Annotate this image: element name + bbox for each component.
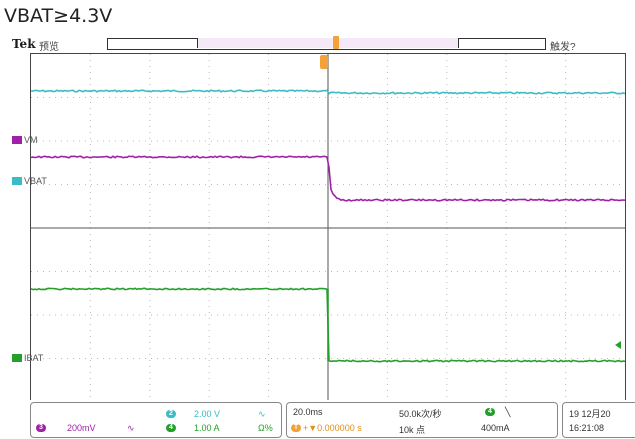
trigger-source-badge-icon: 4 [485, 408, 495, 416]
date: 19 12月20 [569, 409, 611, 419]
ch3-badge-icon: 3 [36, 424, 46, 432]
label-ibat: IBAT [24, 353, 44, 363]
sample-rate: 50.0k次/秒 [399, 409, 442, 419]
status-bar: 3 200mV ∿ 2 2.00 V ∿ 4 1.00 A Ω% 20.0ms … [30, 400, 635, 439]
falling-edge-icon: ╲ [505, 407, 511, 417]
ch3-scale: 200mV [67, 423, 96, 433]
ch3-bandwidth-icon: ∿ [127, 423, 135, 433]
trigger-position-icon[interactable] [333, 36, 339, 49]
ch2-scale: 2.00 V [194, 409, 221, 419]
channel-scales-box[interactable]: 3 200mV ∿ 2 2.00 V ∿ 4 1.00 A Ω% [30, 402, 282, 438]
channel-3-marker-icon[interactable] [12, 136, 22, 144]
ch4-badge-icon: 4 [166, 424, 176, 432]
timebase-box[interactable]: 20.0ms T +▼0.000000 s 50.0k次/秒 10k 点 4 ╲… [286, 402, 558, 438]
record-view-window[interactable] [197, 38, 459, 48]
ch3-trace [31, 155, 625, 202]
timebase: 20.0ms [293, 407, 323, 417]
ch4-scale: 1.00 A [194, 423, 220, 433]
waveform-display [30, 53, 626, 402]
record-length: 10k 点 [399, 425, 426, 435]
ch2-trace [31, 89, 625, 95]
label-vbat: VBAT [24, 176, 47, 186]
trigger-level: 400mA [481, 423, 510, 433]
brand-logo: Tek [12, 37, 36, 51]
label-vm: VM [24, 135, 38, 145]
scope-header: Tek 预览 触发? [12, 36, 626, 54]
acquisition-mode: 预览 [39, 42, 59, 53]
trigger-level-icon[interactable] [615, 341, 621, 349]
trigger-position: +▼0.000000 s [303, 423, 362, 433]
channel-4-marker-icon[interactable] [12, 354, 22, 362]
ch2-bandwidth-icon: ∿ [258, 409, 266, 419]
trigger-pos-icon: T [291, 424, 301, 432]
trigger-status: 触发? [550, 42, 576, 53]
figure-caption: VBAT≥4.3V [4, 5, 113, 27]
waveform-canvas [31, 54, 625, 402]
ch2-badge-icon: 2 [166, 410, 176, 418]
time: 16:21:08 [569, 423, 605, 433]
trigger-marker-icon [320, 55, 328, 69]
channel-2-marker-icon[interactable] [12, 177, 22, 185]
datetime-box: 19 12月20 16:21:08 [562, 402, 635, 438]
ch4-offset: Ω% [258, 423, 273, 433]
